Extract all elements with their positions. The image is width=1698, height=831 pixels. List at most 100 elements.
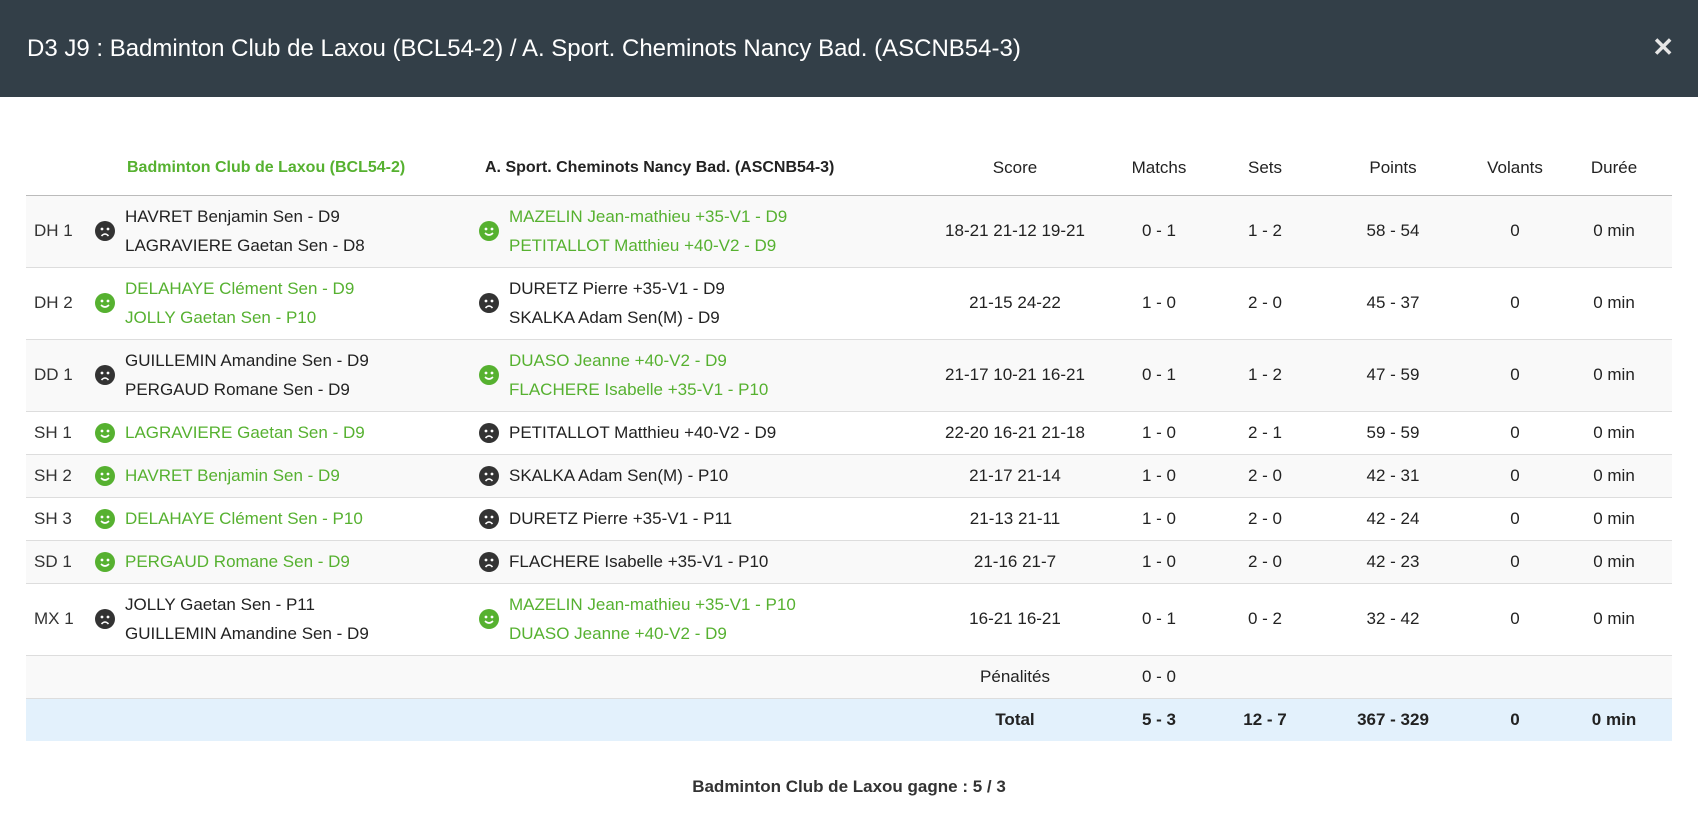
team2-players: SKALKA Adam Sen(M) - P10 [475, 454, 930, 498]
points-cell: 42 - 24 [1312, 497, 1474, 541]
score-cell: 22-20 16-21 21-18 [930, 411, 1100, 455]
player-name[interactable]: MAZELIN Jean-mathieu +35-V1 - P10 [509, 595, 796, 614]
sad-icon [479, 551, 499, 572]
team2-players: FLACHERE Isabelle +35-V1 - P10 [475, 540, 930, 584]
player-name[interactable]: FLACHERE Isabelle +35-V1 - P10 [509, 552, 769, 571]
player-name[interactable]: LAGRAVIERE Gaetan Sen - D8 [125, 236, 365, 255]
player-name[interactable]: DUASO Jeanne +40-V2 - D9 [509, 351, 727, 370]
player-name[interactable]: GUILLEMIN Amandine Sen - D9 [125, 624, 369, 643]
sad-icon [479, 508, 499, 529]
player-name[interactable]: GUILLEMIN Amandine Sen - D9 [125, 351, 369, 370]
sets-cell: 2 - 0 [1218, 454, 1312, 498]
score-cell: 18-21 21-12 19-21 [930, 195, 1100, 268]
match-row: DD 1 GUILLEMIN Amandine Sen - D9 PERGAUD R… [26, 339, 1672, 412]
header-duree: Durée [1556, 141, 1672, 196]
header-label [26, 141, 95, 196]
team1-players: GUILLEMIN Amandine Sen - D9 PERGAUD Roman… [95, 339, 475, 412]
matchs-cell: 1 - 0 [1100, 454, 1218, 498]
sets-cell: 2 - 0 [1218, 540, 1312, 584]
player-name[interactable]: FLACHERE Isabelle +35-V1 - P10 [509, 380, 769, 399]
match-row: DH 1 HAVRET Benjamin Sen - D9 LAGRAVIERE G… [26, 195, 1672, 268]
points-cell: 32 - 42 [1312, 583, 1474, 656]
total-volants: 0 [1474, 698, 1556, 741]
score-cell: 21-15 24-22 [930, 267, 1100, 340]
header-points: Points [1312, 141, 1474, 196]
total-matchs: 5 - 3 [1100, 698, 1218, 741]
player-name[interactable]: PERGAUD Romane Sen - D9 [125, 380, 350, 399]
smile-icon [95, 551, 115, 572]
penalties-row: Pénalités 0 - 0 [26, 655, 1672, 699]
player-name[interactable]: DELAHAYE Clément Sen - P10 [125, 509, 363, 528]
team2-players: PETITALLOT Matthieu +40-V2 - D9 [475, 411, 930, 455]
player-name[interactable]: PERGAUD Romane Sen - D9 [125, 552, 350, 571]
matchs-cell: 0 - 1 [1100, 339, 1218, 412]
match-row: DH 2 DELAHAYE Clément Sen - D9 JOLLY Gaeta… [26, 267, 1672, 340]
dialog-title: D3 J9 : Badminton Club de Laxou (BCL54-2… [27, 34, 1021, 62]
match-label: SH 2 [26, 454, 95, 498]
matchs-cell: 1 - 0 [1100, 411, 1218, 455]
points-cell: 42 - 31 [1312, 454, 1474, 498]
player-name[interactable]: PETITALLOT Matthieu +40-V2 - D9 [509, 236, 777, 255]
smile-icon [95, 508, 115, 529]
total-duree: 0 min [1556, 698, 1672, 741]
volants-cell: 0 [1474, 195, 1556, 268]
sad-icon [95, 609, 115, 629]
header-team1: Badminton Club de Laxou (BCL54-2) [95, 141, 475, 196]
match-result: Badminton Club de Laxou gagne : 5 / 3 [692, 777, 1006, 796]
smile-icon [95, 422, 115, 443]
team2-players: DURETZ Pierre +35-V1 - P11 [475, 497, 930, 541]
penalties-matchs: 0 - 0 [1100, 655, 1218, 699]
player-name[interactable]: JOLLY Gaetan Sen - P10 [125, 308, 317, 327]
matchs-cell: 0 - 1 [1100, 195, 1218, 268]
matchs-cell: 1 - 0 [1100, 267, 1218, 340]
points-cell: 47 - 59 [1312, 339, 1474, 412]
match-label: DD 1 [26, 339, 95, 412]
sets-cell: 1 - 2 [1218, 339, 1312, 412]
player-name[interactable]: SKALKA Adam Sen(M) - D9 [509, 308, 720, 327]
player-name[interactable]: HAVRET Benjamin Sen - D9 [125, 207, 340, 226]
table-header: Badminton Club de Laxou (BCL54-2) A. Spo… [26, 141, 1672, 196]
player-name[interactable]: DURETZ Pierre +35-V1 - D9 [509, 279, 725, 298]
team1-players: PERGAUD Romane Sen - D9 [95, 540, 475, 584]
volants-cell: 0 [1474, 411, 1556, 455]
results-table: Badminton Club de Laxou (BCL54-2) A. Spo… [26, 141, 1672, 741]
close-icon[interactable]: ✕ [1652, 32, 1674, 62]
smile-icon [95, 465, 115, 486]
player-name[interactable]: DUASO Jeanne +40-V2 - D9 [509, 624, 727, 643]
volants-cell: 0 [1474, 339, 1556, 412]
duree-cell: 0 min [1556, 195, 1672, 268]
points-cell: 42 - 23 [1312, 540, 1474, 584]
player-name[interactable]: DELAHAYE Clément Sen - D9 [125, 279, 355, 298]
volants-cell: 0 [1474, 454, 1556, 498]
team1-players: LAGRAVIERE Gaetan Sen - D9 [95, 411, 475, 455]
match-label: MX 1 [26, 583, 95, 656]
match-label: SD 1 [26, 540, 95, 584]
player-name[interactable]: JOLLY Gaetan Sen - P11 [125, 595, 315, 614]
points-cell: 45 - 37 [1312, 267, 1474, 340]
matchs-cell: 0 - 1 [1100, 583, 1218, 656]
smile-icon [479, 221, 499, 241]
match-label: DH 2 [26, 267, 95, 340]
player-name[interactable]: LAGRAVIERE Gaetan Sen - D9 [125, 423, 365, 442]
player-name[interactable]: HAVRET Benjamin Sen - D9 [125, 466, 340, 485]
sets-cell: 2 - 0 [1218, 497, 1312, 541]
match-row: SH 2 HAVRET Benjamin Sen - D9 SKALKA Adam … [26, 454, 1672, 498]
points-cell: 59 - 59 [1312, 411, 1474, 455]
sad-icon [479, 422, 499, 443]
player-name[interactable]: PETITALLOT Matthieu +40-V2 - D9 [509, 423, 777, 442]
team2-players: MAZELIN Jean-mathieu +35-V1 - D9 PETITALL… [475, 195, 930, 268]
duree-cell: 0 min [1556, 583, 1672, 656]
header-score: Score [930, 141, 1100, 196]
player-name[interactable]: SKALKA Adam Sen(M) - P10 [509, 466, 729, 485]
player-name[interactable]: DURETZ Pierre +35-V1 - P11 [509, 509, 733, 528]
duree-cell: 0 min [1556, 454, 1672, 498]
team2-players: DUASO Jeanne +40-V2 - D9 FLACHERE Isabell… [475, 339, 930, 412]
player-name[interactable]: MAZELIN Jean-mathieu +35-V1 - D9 [509, 207, 788, 226]
match-row: SD 1 PERGAUD Romane Sen - D9 FLACHERE Isab… [26, 540, 1672, 584]
header-sets: Sets [1218, 141, 1312, 196]
sad-icon [95, 365, 115, 385]
smile-icon [479, 609, 499, 629]
sad-icon [95, 221, 115, 241]
sad-icon [479, 465, 499, 486]
duree-cell: 0 min [1556, 497, 1672, 541]
